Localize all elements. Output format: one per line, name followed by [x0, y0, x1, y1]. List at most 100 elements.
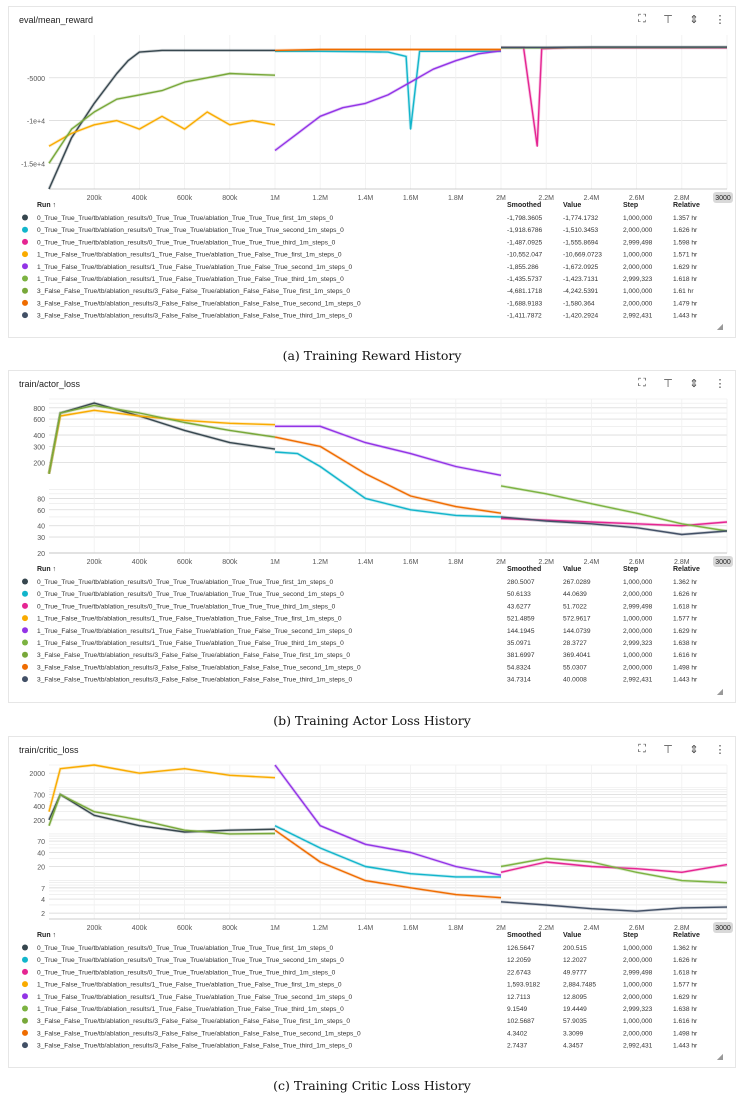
- relative-cell: 1.618 hr: [673, 969, 698, 976]
- table-row[interactable]: 1_True_False_True/tb/ablation_results/1_…: [22, 627, 698, 635]
- more-vert-icon[interactable]: ⋮: [714, 13, 726, 26]
- run-name: 3_False_False_True/tb/ablation_results/3…: [37, 1043, 353, 1050]
- header-relative[interactable]: Relative: [673, 932, 700, 939]
- fit-domain-icon[interactable]: ⇕: [689, 377, 699, 390]
- pin-icon[interactable]: ⊤: [663, 743, 673, 756]
- header-relative[interactable]: Relative: [673, 202, 700, 209]
- run-color-dot: [22, 1042, 28, 1049]
- y-tick-label: 30: [37, 535, 45, 542]
- x-tick-label: 200k: [87, 195, 103, 202]
- table-row[interactable]: 3_False_False_True/tb/ablation_results/3…: [22, 299, 698, 308]
- smoothed-cell: 2.7437: [507, 1043, 528, 1050]
- x-tick-label: 3000: [715, 195, 731, 202]
- smoothed-cell: 22.6743: [507, 969, 531, 976]
- step-cell: 2,999,323: [623, 1006, 653, 1013]
- table-row[interactable]: 1_True_False_True/tb/ablation_results/1_…: [22, 251, 698, 259]
- series-line: [48, 793, 276, 835]
- step-cell: 1,000,000: [623, 945, 653, 952]
- header-smoothed[interactable]: Smoothed: [507, 566, 541, 573]
- value-cell: -10,669.0723: [563, 252, 602, 259]
- table-row[interactable]: 0_True_True_True/tb/ablation_results/0_T…: [22, 214, 698, 223]
- value-cell: 267.0289: [563, 579, 591, 586]
- table-row[interactable]: 3_False_False_True/tb/ablation_results/3…: [22, 1042, 698, 1050]
- header-smoothed[interactable]: Smoothed: [507, 932, 541, 939]
- table-row[interactable]: 3_False_False_True/tb/ablation_results/3…: [22, 651, 698, 660]
- table-row[interactable]: 0_True_True_True/tb/ablation_results/0_T…: [22, 578, 698, 587]
- step-cell: 2,000,000: [623, 664, 653, 671]
- table-row[interactable]: 1_True_False_True/tb/ablation_results/1_…: [22, 1005, 698, 1014]
- header-run[interactable]: Run ↑: [37, 202, 56, 209]
- table-row[interactable]: 1_True_False_True/tb/ablation_results/1_…: [22, 263, 698, 271]
- fullscreen-icon[interactable]: ⛶: [638, 376, 646, 389]
- header-step[interactable]: Step: [623, 202, 638, 209]
- run-name: 0_True_True_True/tb/ablation_results/0_T…: [37, 579, 333, 586]
- table-row[interactable]: 1_True_False_True/tb/ablation_results/1_…: [22, 981, 698, 989]
- pin-icon[interactable]: ⊤: [663, 13, 673, 26]
- step-cell: 2,999,323: [623, 276, 653, 283]
- table-row[interactable]: 3_False_False_True/tb/ablation_results/3…: [22, 1017, 698, 1025]
- smoothed-cell: 9.1549: [507, 1006, 528, 1013]
- header-run[interactable]: Run ↑: [37, 932, 56, 939]
- relative-cell: 1.443 hr: [673, 1043, 698, 1050]
- run-name: 0_True_True_True/tb/ablation_results/0_T…: [37, 969, 336, 976]
- table-row[interactable]: 0_True_True_True/tb/ablation_results/0_T…: [22, 226, 698, 235]
- header-value[interactable]: Value: [563, 566, 581, 573]
- fit-domain-icon[interactable]: ⇕: [689, 743, 699, 756]
- run-name: 3_False_False_True/tb/ablation_results/3…: [37, 288, 350, 295]
- table-row[interactable]: 1_True_False_True/tb/ablation_results/1_…: [22, 639, 698, 648]
- pin-icon[interactable]: ⊤: [663, 377, 673, 390]
- run-color-dot: [22, 676, 28, 683]
- run-name: 0_True_True_True/tb/ablation_results/0_T…: [37, 239, 336, 246]
- y-tick-label: 40: [37, 850, 45, 857]
- table-row[interactable]: 0_True_True_True/tb/ablation_results/0_T…: [22, 956, 698, 965]
- table-row[interactable]: 1_True_False_True/tb/ablation_results/1_…: [22, 615, 698, 623]
- more-vert-icon[interactable]: ⋮: [714, 377, 726, 390]
- fullscreen-icon[interactable]: ⛶: [638, 12, 646, 25]
- table-row[interactable]: 3_False_False_True/tb/ablation_results/3…: [22, 663, 698, 672]
- x-tick-label: 1.4M: [358, 925, 374, 932]
- y-tick-label: 600: [33, 417, 45, 424]
- table-row[interactable]: 1_True_False_True/tb/ablation_results/1_…: [22, 275, 698, 284]
- relative-cell: 1.638 hr: [673, 1006, 698, 1013]
- table-row[interactable]: 0_True_True_True/tb/ablation_results/0_T…: [22, 968, 698, 977]
- x-tick-label: 1.8M: [448, 925, 464, 932]
- resize-handle-icon[interactable]: ◢: [716, 687, 723, 696]
- run-name: 3_False_False_True/tb/ablation_results/3…: [37, 664, 361, 671]
- value-cell: 2,884.7485: [563, 982, 596, 989]
- table-row[interactable]: 3_False_False_True/tb/ablation_results/3…: [22, 312, 698, 320]
- y-tick-label: 800: [33, 406, 45, 413]
- header-value[interactable]: Value: [563, 202, 581, 209]
- header-value[interactable]: Value: [563, 932, 581, 939]
- table-row[interactable]: 0_True_True_True/tb/ablation_results/0_T…: [22, 590, 698, 599]
- table-row[interactable]: 1_True_False_True/tb/ablation_results/1_…: [22, 993, 698, 1001]
- table-row[interactable]: 3_False_False_True/tb/ablation_results/3…: [22, 676, 698, 684]
- header-smoothed[interactable]: Smoothed: [507, 202, 541, 209]
- table-row[interactable]: 3_False_False_True/tb/ablation_results/3…: [22, 1029, 698, 1038]
- fullscreen-icon[interactable]: ⛶: [638, 742, 646, 755]
- figure-caption: (a) Training Reward History: [282, 348, 462, 363]
- y-tick-label: 60: [37, 508, 45, 515]
- fit-domain-icon[interactable]: ⇕: [689, 13, 699, 26]
- table-row[interactable]: 0_True_True_True/tb/ablation_results/0_T…: [22, 944, 698, 953]
- header-run[interactable]: Run ↑: [37, 566, 56, 573]
- table-row[interactable]: 3_False_False_True/tb/ablation_results/3…: [22, 287, 694, 296]
- resize-handle-icon[interactable]: ◢: [716, 322, 723, 331]
- header-relative[interactable]: Relative: [673, 566, 700, 573]
- more-vert-icon[interactable]: ⋮: [714, 743, 726, 756]
- header-step[interactable]: Step: [623, 932, 638, 939]
- run-color-dot: [22, 1017, 28, 1024]
- relative-cell: 1.61 hr: [673, 288, 694, 295]
- series-line: [48, 111, 276, 147]
- header-step[interactable]: Step: [623, 566, 638, 573]
- table-row[interactable]: 0_True_True_True/tb/ablation_results/0_T…: [22, 238, 698, 247]
- run-color-dot: [22, 663, 28, 670]
- smoothed-cell: 144.1945: [507, 628, 535, 635]
- run-name: 0_True_True_True/tb/ablation_results/0_T…: [37, 957, 344, 964]
- x-tick-label: 2.2M: [538, 925, 554, 932]
- series-line: [48, 49, 275, 190]
- table-row[interactable]: 0_True_True_True/tb/ablation_results/0_T…: [22, 602, 698, 611]
- series-line: [48, 764, 276, 812]
- series-raw-line: [274, 49, 502, 152]
- resize-handle-icon[interactable]: ◢: [716, 1052, 723, 1061]
- x-tick-label: 1.6M: [403, 195, 419, 202]
